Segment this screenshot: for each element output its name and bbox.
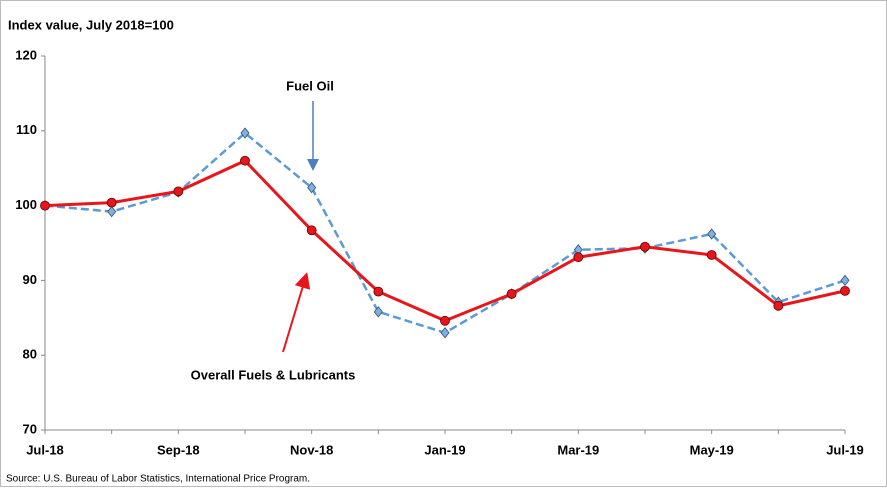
y-tick-label: 70 [23,421,37,436]
point [640,241,650,252]
point [840,274,850,287]
arrow [282,272,311,353]
point [373,286,384,297]
annotation: Fuel Oil [286,78,334,93]
x-tick-label: Sep-18 [157,442,200,457]
point [440,315,450,326]
y-tick-label: 120 [15,47,37,62]
point [706,250,717,260]
x-tick-label: Nov-18 [290,442,333,457]
point [306,225,317,236]
point [106,197,117,208]
x-tick-label: Jul-19 [826,442,864,457]
point [40,200,50,211]
point [240,155,250,166]
x-tick-label: Jul-18 [26,442,64,457]
x-tick-label: Mar-19 [557,442,599,457]
point [840,285,850,296]
point [440,327,450,339]
source: Source: U.S. Bureau of Labor Statistics,… [6,474,310,485]
point [707,228,717,240]
x-tick-label: May-19 [690,442,734,457]
y-tick-label: 90 [23,272,37,287]
point [173,186,184,197]
y-tick-label: 110 [16,122,37,137]
point [240,127,250,139]
series-line [44,131,846,335]
annotation: Overall Fuels & Lubricants [191,367,356,382]
point [506,288,517,299]
y-tick-label: 80 [23,347,37,362]
x-tick-label: Jan-19 [424,442,465,457]
point [573,252,584,263]
point [107,205,117,218]
y-tick-label: 100 [15,197,37,212]
point [773,300,784,311]
point [307,182,317,194]
y-axis-label: Index value, July 2018=100 [8,17,174,32]
point [373,306,383,318]
series-line [44,158,846,323]
